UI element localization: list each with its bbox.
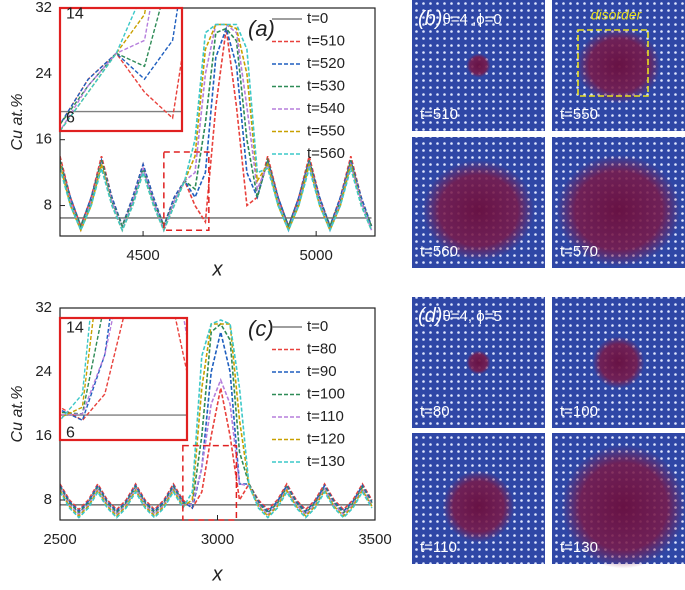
x-tick-label: 4500 bbox=[126, 247, 159, 264]
data-line bbox=[60, 23, 373, 233]
annotation: disorder bbox=[591, 7, 643, 23]
time-label: t=570 bbox=[560, 243, 598, 260]
data-line bbox=[60, 25, 373, 229]
y-axis-label: Cu at.% bbox=[9, 94, 26, 151]
legend-label: t=510 bbox=[307, 32, 345, 49]
time-label: t=110 bbox=[420, 539, 457, 556]
legend-label: t=120 bbox=[307, 430, 345, 447]
y-tick-label: 32 bbox=[35, 299, 52, 316]
inset-lines bbox=[60, 318, 187, 422]
disorder-region bbox=[592, 336, 645, 389]
inset-tick-label: 6 bbox=[66, 425, 75, 442]
disorder-region bbox=[422, 160, 535, 261]
inset-tick-label: 14 bbox=[66, 6, 84, 23]
x-tick-label: 2500 bbox=[43, 531, 76, 548]
panel-label: (a) bbox=[248, 16, 275, 41]
panel-letter: (d) bbox=[418, 305, 442, 327]
zoom-box bbox=[182, 444, 238, 521]
panel-title: (d)θ=4, ϕ=5 bbox=[418, 305, 502, 327]
legend-label: t=110 bbox=[307, 408, 344, 425]
data-line bbox=[60, 322, 373, 514]
legend-label: t=90 bbox=[307, 363, 337, 380]
time-label: t=100 bbox=[560, 403, 598, 420]
inset-background bbox=[60, 8, 182, 131]
zoom-box bbox=[163, 151, 210, 231]
panel-letter: (b) bbox=[418, 8, 442, 30]
x-tick-label: 5000 bbox=[299, 247, 332, 264]
x-axis-label: x bbox=[212, 563, 224, 585]
y-tick-label: 32 bbox=[35, 0, 52, 16]
legend-label: t=100 bbox=[307, 385, 345, 402]
panel-params: θ=4, ϕ=5 bbox=[442, 308, 501, 325]
disorder-region bbox=[561, 444, 685, 569]
disorder-region bbox=[442, 470, 515, 543]
legend-label: t=520 bbox=[307, 55, 345, 72]
legend-label: t=550 bbox=[307, 122, 345, 139]
time-label: t=510 bbox=[420, 106, 458, 123]
y-tick-label: 8 bbox=[44, 491, 52, 508]
legend-label: t=0 bbox=[307, 318, 328, 335]
x-tick-label: 3000 bbox=[201, 531, 234, 548]
panel-title: (b)θ=4 ,ϕ=0 bbox=[418, 8, 502, 30]
data-line bbox=[60, 323, 373, 518]
time-label: t=130 bbox=[560, 539, 598, 556]
x-tick-label: 3500 bbox=[358, 531, 391, 548]
data-line bbox=[60, 319, 373, 519]
y-tick-label: 24 bbox=[35, 363, 52, 380]
time-label: t=550 bbox=[560, 106, 598, 123]
time-label: t=560 bbox=[420, 243, 458, 260]
panel-label: (c) bbox=[248, 316, 274, 341]
inset-frame bbox=[58, 6, 184, 133]
disorder-region bbox=[466, 350, 491, 375]
disorder-region bbox=[556, 154, 681, 267]
panel-params: θ=4 ,ϕ=0 bbox=[442, 11, 501, 28]
inset-tick-label: 6 bbox=[66, 109, 75, 126]
y-tick-label: 16 bbox=[35, 131, 52, 148]
plot-lines bbox=[60, 319, 373, 519]
disorder-region bbox=[576, 27, 661, 104]
y-tick-label: 16 bbox=[35, 427, 52, 444]
y-axis-label: Cu at.% bbox=[9, 386, 26, 443]
y-tick-label: 8 bbox=[44, 197, 52, 214]
legend-label: t=80 bbox=[307, 340, 337, 357]
plot-lines bbox=[60, 23, 373, 233]
legend-label: t=540 bbox=[307, 100, 345, 117]
data-line bbox=[60, 377, 373, 516]
time-label: t=80 bbox=[420, 403, 450, 420]
inset-frame bbox=[58, 316, 189, 442]
legend-label: t=560 bbox=[307, 145, 345, 162]
disorder-region bbox=[466, 53, 491, 78]
annotation-box bbox=[577, 29, 649, 97]
data-line bbox=[60, 331, 373, 513]
legend-label: t=0 bbox=[307, 10, 328, 27]
y-tick-label: 24 bbox=[35, 65, 52, 82]
legend-label: t=130 bbox=[307, 453, 345, 470]
legend-label: t=530 bbox=[307, 77, 345, 94]
inset-tick-label: 14 bbox=[66, 320, 84, 337]
x-axis-label: x bbox=[212, 258, 224, 280]
